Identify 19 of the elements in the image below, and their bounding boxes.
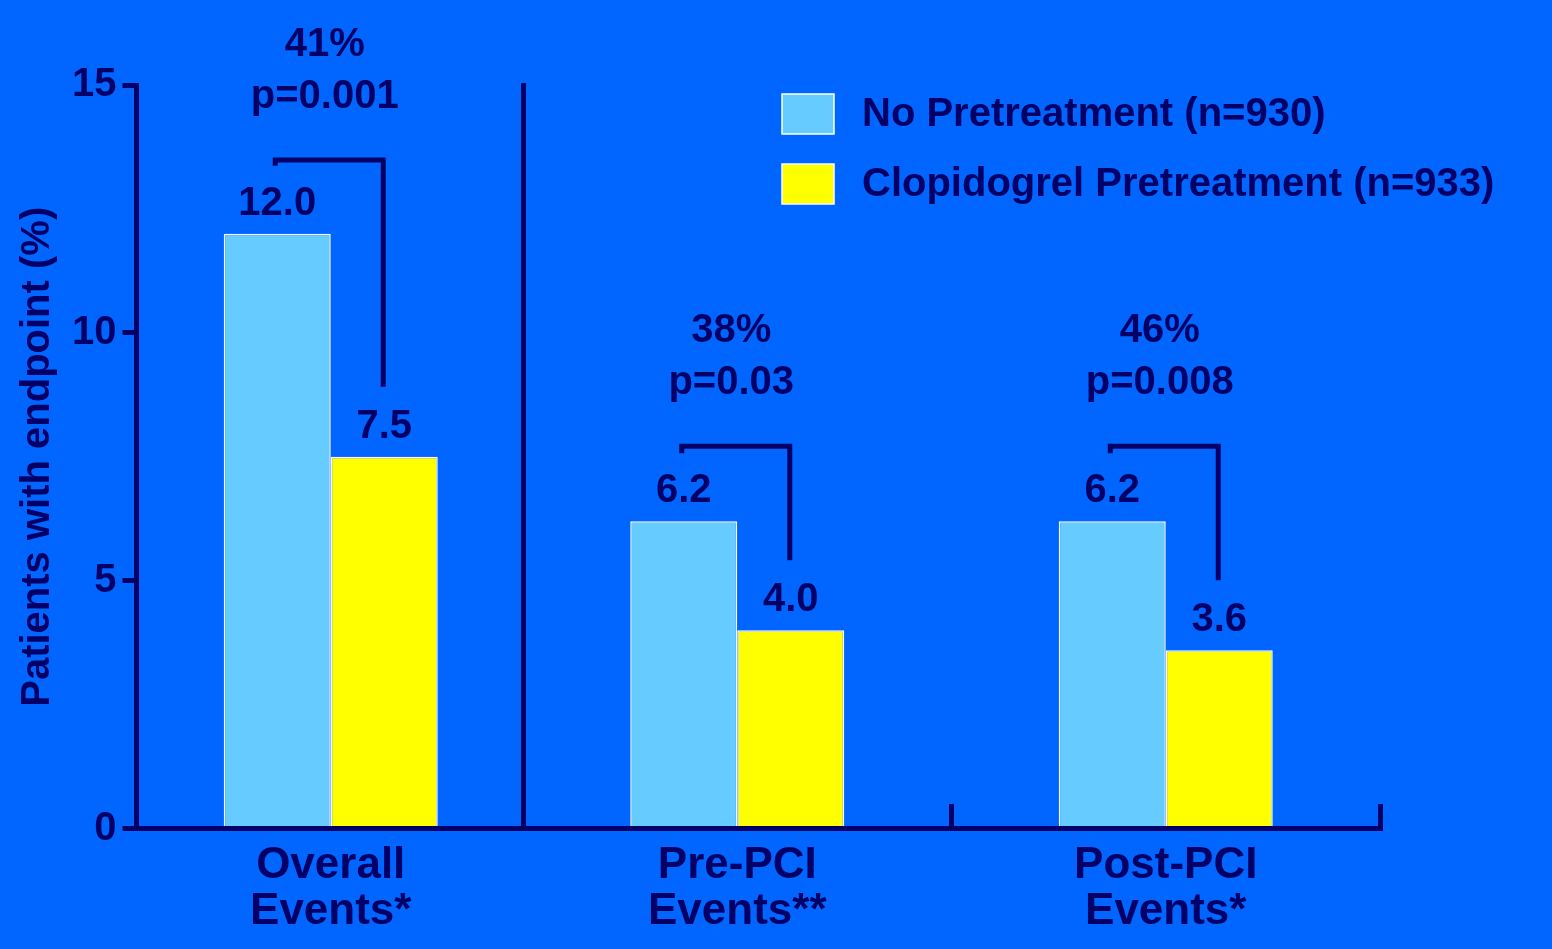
data-label: 4.0 bbox=[762, 575, 819, 620]
data-label: 7.5 bbox=[356, 401, 413, 446]
x-tick-label: Post-PCI Events* bbox=[1074, 837, 1258, 934]
annotation: 41% p=0.001 bbox=[250, 20, 399, 116]
x-tick-label: Pre-PCI Events** bbox=[647, 837, 828, 934]
data-label: 3.6 bbox=[1191, 595, 1248, 640]
legend-label: Clopidogrel Pretreatment (n=933) bbox=[862, 160, 1495, 205]
data-label: 6.2 bbox=[655, 466, 712, 511]
data-label: 6.2 bbox=[1084, 466, 1141, 511]
y-tick-label: 5 bbox=[94, 555, 117, 600]
annotation: 38% p=0.03 bbox=[668, 306, 795, 403]
annotation: 46% p=0.008 bbox=[1085, 306, 1234, 403]
y-tick-label: 15 bbox=[71, 60, 117, 105]
y-tick-label: 0 bbox=[94, 803, 117, 848]
legend-label: No Pretreatment (n=930) bbox=[862, 90, 1326, 135]
data-label: 12.0 bbox=[238, 178, 317, 223]
y-tick-label: 10 bbox=[71, 307, 117, 352]
y-axis-title: Patients with endpoint (%) bbox=[13, 206, 58, 707]
x-tick-label: Overall Events* bbox=[250, 837, 413, 934]
